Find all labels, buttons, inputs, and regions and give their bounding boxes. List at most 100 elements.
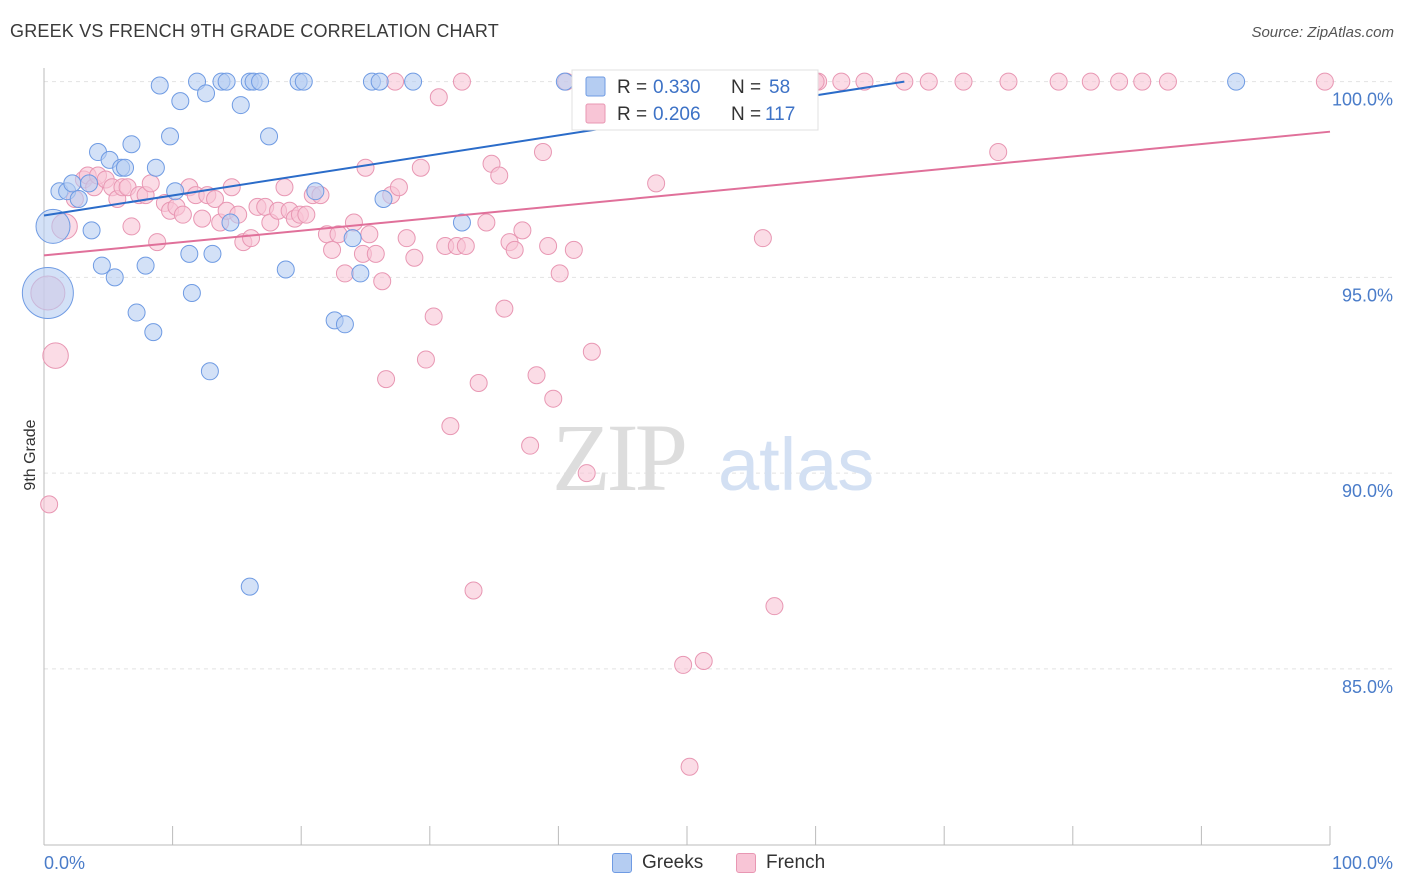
greek-point	[136, 256, 155, 275]
french-point	[424, 307, 443, 326]
greek-point	[404, 72, 423, 91]
greek-point	[240, 577, 259, 596]
french-point	[148, 233, 167, 252]
french-point	[765, 597, 784, 616]
greek-point	[335, 315, 354, 334]
french-point	[564, 240, 583, 259]
french-point	[360, 225, 379, 244]
greek-point	[122, 135, 141, 154]
legend-swatch-greeks	[612, 853, 632, 873]
french-point	[441, 417, 460, 436]
y-axis-label: 9th Grade	[22, 419, 39, 490]
french-point	[297, 205, 316, 224]
french-point	[429, 88, 448, 107]
french-point	[469, 374, 488, 393]
stats-swatch-greeks	[585, 76, 606, 97]
french-point	[40, 495, 59, 514]
y-tick-label: 100.0%	[1332, 90, 1393, 110]
greek-point	[452, 213, 471, 232]
greek-point	[63, 174, 82, 193]
french-point	[1110, 72, 1129, 91]
greek-point	[217, 72, 236, 91]
greek-n-label: N =	[731, 77, 761, 98]
french-point	[1133, 72, 1152, 91]
french-point	[490, 166, 509, 185]
stats-box: R = 0.330 N = 58 R = 0.206 N = 117	[571, 69, 819, 131]
greek-point	[105, 268, 124, 287]
x-tick-label: 100.0%	[1332, 853, 1393, 873]
french-point	[397, 229, 416, 248]
greek-point	[80, 174, 99, 193]
greek-point	[231, 96, 250, 115]
legend-swatch-french	[736, 853, 756, 873]
watermark: ZIP atlas	[552, 404, 874, 511]
greek-point	[161, 127, 180, 146]
greek-point	[180, 244, 199, 263]
greek-point	[35, 208, 71, 244]
greek-point	[251, 72, 270, 91]
greek-point	[555, 72, 574, 91]
french-point	[389, 178, 408, 197]
french-point	[344, 213, 363, 232]
french-point	[832, 72, 851, 91]
legend-item-french[interactable]: French	[736, 852, 825, 874]
french-point	[456, 237, 475, 256]
greek-point	[166, 182, 185, 201]
french-point	[42, 342, 69, 369]
axes	[43, 68, 1331, 846]
french-point	[505, 240, 524, 259]
french-point	[377, 370, 396, 389]
french-point	[1081, 72, 1100, 91]
french-point	[1158, 72, 1177, 91]
french-r-value: 0.206	[653, 104, 701, 125]
greek-point	[150, 76, 169, 95]
greek-r-value: 0.330	[653, 77, 701, 98]
french-point	[919, 72, 938, 91]
french-point	[989, 143, 1008, 162]
greek-n-value: 58	[769, 77, 790, 98]
legend: Greeks French	[0, 852, 1406, 878]
greek-point	[374, 190, 393, 209]
french-point	[373, 272, 392, 291]
french-r-label: R =	[617, 104, 647, 125]
legend-label-french: French	[766, 852, 826, 873]
french-point	[206, 190, 225, 209]
stats-swatch-french	[585, 103, 606, 124]
greek-point	[171, 92, 190, 111]
french-point	[411, 158, 430, 177]
french-point	[275, 178, 294, 197]
tick-labels: 100.0% 95.0% 90.0% 85.0% 0.0% 100.0%	[44, 90, 1393, 873]
greek-point	[182, 283, 201, 302]
french-point	[999, 72, 1018, 91]
greek-point	[221, 213, 240, 232]
french-point	[544, 389, 563, 408]
french-n-label: N =	[731, 104, 761, 125]
greek-point	[92, 256, 111, 275]
greek-point	[343, 229, 362, 248]
x-tick-label: 0.0%	[44, 853, 85, 873]
french-point	[452, 72, 471, 91]
y-tick-label: 85.0%	[1342, 677, 1393, 697]
chart-source: Source: ZipAtlas.com	[1251, 24, 1394, 41]
french-point	[533, 143, 552, 162]
greek-point	[276, 260, 295, 279]
legend-item-greeks[interactable]: Greeks	[612, 852, 703, 874]
chart-title: GREEK VS FRENCH 9TH GRADE CORRELATION CH…	[10, 21, 500, 41]
greek-point	[144, 323, 163, 342]
greek-point	[294, 72, 313, 91]
french-point	[141, 174, 160, 193]
greek-point	[69, 190, 88, 209]
french-point	[521, 436, 540, 455]
french-point	[477, 213, 496, 232]
greek-point	[203, 244, 222, 263]
greek-point	[306, 182, 325, 201]
french-point	[1315, 72, 1334, 91]
french-point	[539, 237, 558, 256]
greek-point	[1227, 72, 1246, 91]
french-point	[335, 264, 354, 283]
watermark-zip: ZIP	[552, 404, 685, 511]
french-point	[405, 248, 424, 267]
french-point	[122, 217, 141, 236]
french-point	[242, 229, 261, 248]
